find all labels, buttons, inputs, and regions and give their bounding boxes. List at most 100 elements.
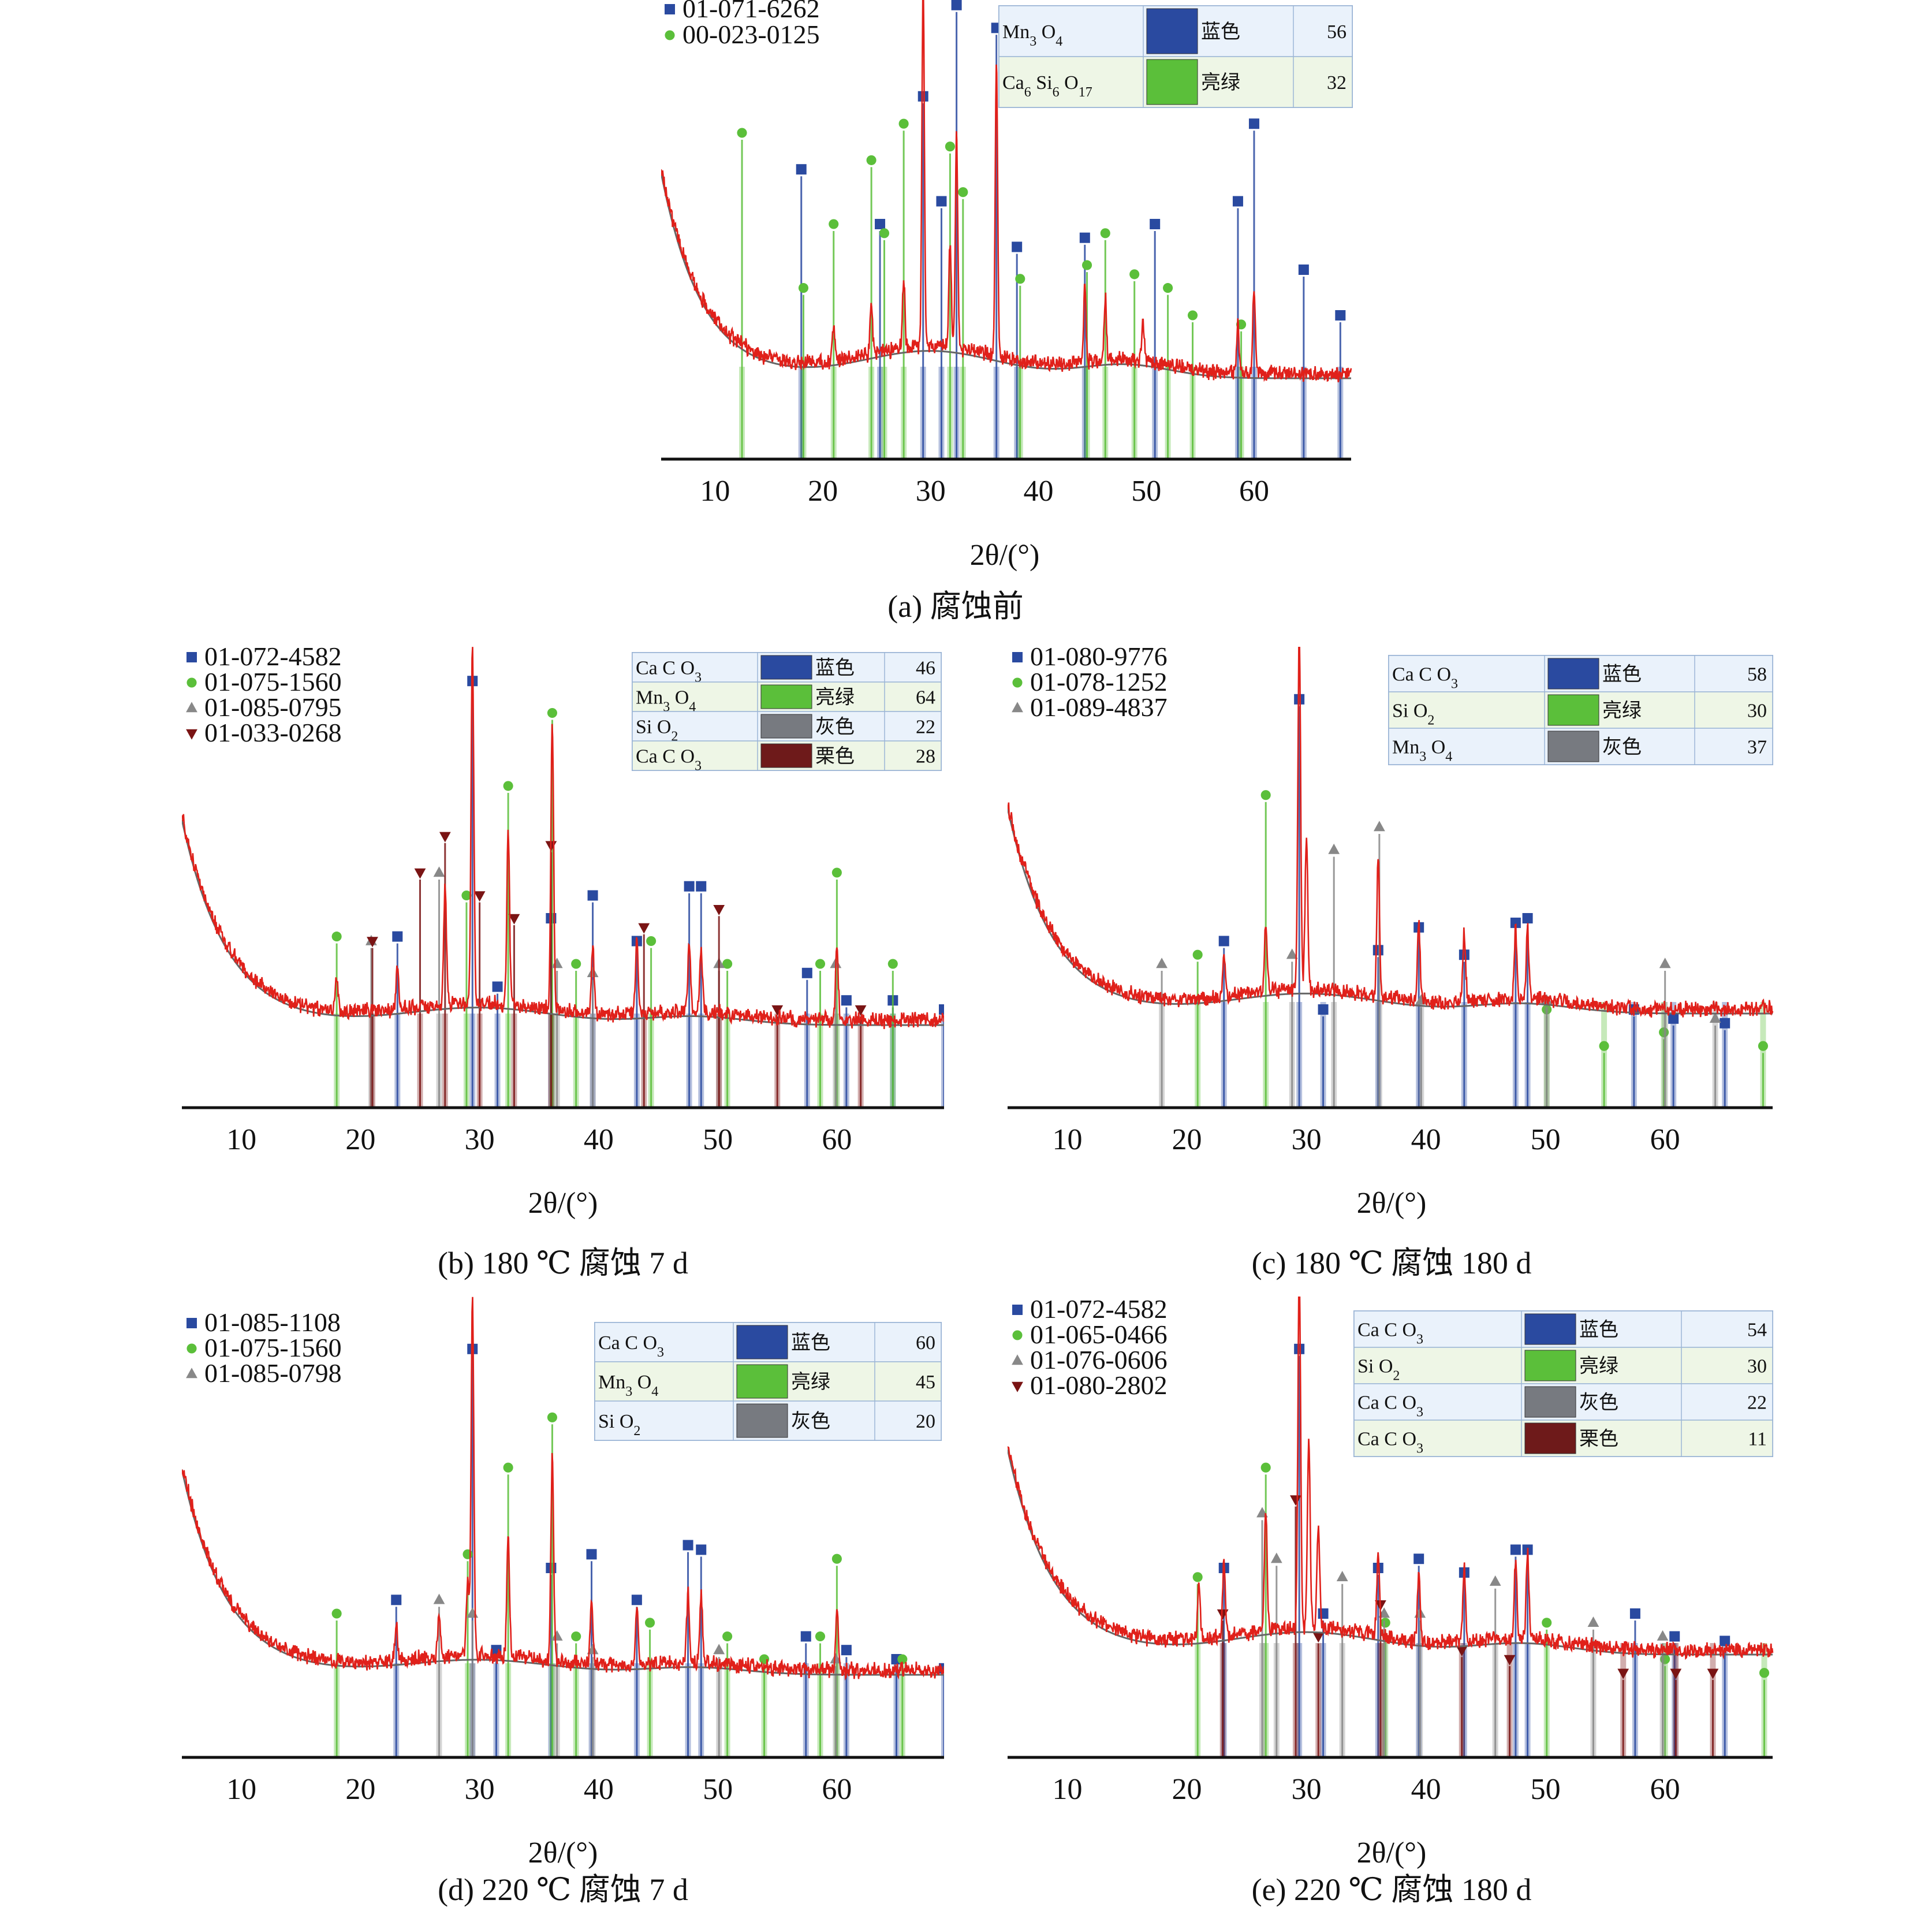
- panel-e-reference-bar: [1659, 1643, 1666, 1757]
- panel-c-legend-marker: [1012, 702, 1023, 713]
- panel-d-reference-bar: [803, 1663, 809, 1757]
- panel-b: 10 20 30 40 50 60 2θ/(°) (b) 180 ℃ 腐蚀 7 d 01-…: [182, 642, 944, 1280]
- panel-a-peak-marker: [1100, 228, 1110, 239]
- panel-d-reference-bar: [893, 1663, 900, 1757]
- panel-b-peak-marker: [831, 867, 842, 878]
- panel-a-x-ticks: 10 20 30 40 50 60: [700, 475, 1269, 508]
- panel-a-peak-marker: [1298, 265, 1309, 275]
- panel-c-x-label: 2θ/(°): [1357, 1187, 1427, 1220]
- panel-e-compound: Ca C O3: [1357, 1392, 1423, 1420]
- panel-c-reference-bar: [1631, 1002, 1637, 1108]
- panel-e-reference-bar: [1543, 1643, 1550, 1757]
- panel-d-tick-label: 10: [226, 1773, 256, 1806]
- panel-b-x-ticks: 10 20 30 40 50 60: [226, 1123, 852, 1156]
- panel-d-tick-label: 20: [345, 1773, 375, 1806]
- panel-a-compound: Ca6 Si6 O17: [1002, 72, 1092, 100]
- panel-e-reference-bar: [1632, 1643, 1638, 1757]
- panel-b-peak-marker: [571, 959, 581, 969]
- panel-a-peak-marker: [945, 141, 955, 152]
- panel-a-peak-marker: [936, 196, 947, 207]
- panel-e-peak-marker: [1510, 1544, 1521, 1555]
- panel-a-reference-bar: [830, 367, 837, 459]
- panel-a-x-label: 2θ/(°): [970, 539, 1040, 572]
- panel-c-caption: (c) 180 ℃ 腐蚀 180 d: [1252, 1246, 1532, 1280]
- panel-d-color-swatch: [736, 1403, 788, 1438]
- panel-a-peak-marker: [1081, 260, 1092, 270]
- panel-e-reference-bar: [1221, 1643, 1227, 1757]
- panel-e-x-label: 2θ/(°): [1357, 1837, 1427, 1869]
- panel-e-peak-marker: [1413, 1554, 1424, 1564]
- panel-b-peak-marker: [551, 958, 563, 968]
- panel-e-score: 30: [1747, 1356, 1767, 1377]
- panel-c-background-fit: [1008, 808, 1773, 1015]
- panel-a-reference-bar: [1014, 367, 1020, 459]
- panel-b-color-name: 灰色: [815, 716, 855, 738]
- panel-b-reference-bar: [774, 1014, 781, 1108]
- panel-b-reference-bar: [686, 1014, 692, 1108]
- panel-c-xrd-trace: [1008, 647, 1774, 1018]
- panel-a-reference-bar: [938, 367, 945, 459]
- panel-a-reference-bar: [901, 367, 907, 459]
- panel-b-peak-marker: [684, 881, 695, 892]
- panel-d-peak-marker: [433, 1593, 445, 1604]
- panel-e-reference-bar: [1263, 1643, 1269, 1757]
- panel-d-reference-bar: [899, 1663, 905, 1757]
- panel-a-reference-bar: [1152, 367, 1158, 459]
- panel-a-reference-bar: [1102, 367, 1109, 459]
- panel-c-peak-marker: [1260, 790, 1271, 800]
- panel-e-reference-bar: [1710, 1643, 1716, 1757]
- panel-a-reference-bar: [1017, 367, 1023, 459]
- panel-d-tick-label: 60: [822, 1773, 852, 1806]
- panel-b-peak-marker: [713, 905, 725, 915]
- panel-e-legend-marker: [1012, 1354, 1023, 1365]
- panel-b-peak-marker: [587, 967, 599, 977]
- panel-d-peak-marker: [841, 1645, 852, 1656]
- panel-b-tick-label: 60: [822, 1123, 852, 1156]
- panel-b-peak-marker: [801, 967, 812, 978]
- panel-e-legend-marker: [1012, 1305, 1023, 1315]
- panel-d-peak-marker: [815, 1631, 826, 1642]
- panel-c-peak-marker: [1459, 949, 1469, 960]
- panel-c-reference-bar: [1461, 1002, 1467, 1108]
- panel-d-score: 45: [916, 1372, 935, 1393]
- panel-e-reference-bar: [1219, 1643, 1226, 1757]
- panel-e-reference-bar: [1320, 1643, 1326, 1757]
- panel-b-peak-marker: [887, 959, 898, 969]
- panel-b-reference-bar: [724, 1014, 730, 1108]
- panel-e-compound: Ca C O3: [1357, 1320, 1423, 1347]
- panel-b-peak-marker: [815, 959, 826, 969]
- panel-c-tick-label: 20: [1172, 1123, 1202, 1156]
- panel-a-peak-marker: [1187, 310, 1198, 321]
- panel-b-reference-bar: [368, 1014, 374, 1108]
- panel-b-legend-label: 01-072-4582: [204, 642, 342, 671]
- panel-e-score: 22: [1747, 1392, 1767, 1414]
- panel-d-color-swatch: [736, 1325, 788, 1359]
- panel-d-reference-bar: [554, 1663, 560, 1757]
- panel-e-reference-bar: [1461, 1643, 1467, 1757]
- panel-a-peak-marker: [1079, 232, 1090, 243]
- panel-c-reference-bar: [1289, 1002, 1295, 1108]
- panel-a-peak-marker: [958, 187, 968, 198]
- panel-a-legend-marker: [665, 4, 675, 14]
- panel-a: 10 20 30 40 50 60 2θ/(°) (a) 腐蚀前 01-071-62620…: [661, 0, 1353, 624]
- panel-e-reference-bar: [1273, 1643, 1280, 1757]
- panel-e-color-swatch: [1524, 1386, 1576, 1418]
- panel-d-compound: Si O2: [598, 1411, 640, 1439]
- panel-d-reference-bar: [573, 1663, 579, 1757]
- panel-a-reference-bar: [877, 367, 883, 459]
- panel-a-reference-bar: [953, 367, 960, 459]
- panel-d-peak-marker: [722, 1631, 733, 1642]
- panel-a-peak-marker: [951, 0, 962, 10]
- panel-a-peak-marker: [1163, 283, 1173, 293]
- panel-b-color-swatch: [760, 655, 812, 680]
- panel-a-score: 56: [1327, 21, 1347, 43]
- panel-e-peak-marker: [1504, 1655, 1516, 1666]
- panel-e-peak-marker: [1372, 1563, 1383, 1573]
- panel-a-table: Mn3 O4 蓝色 56 Ca6 Si6 O17 亮绿 32: [998, 5, 1353, 108]
- panel-a-compound: Mn3 O4: [1002, 21, 1062, 49]
- panel-e-peak-marker: [1318, 1608, 1329, 1619]
- panel-b-color-swatch: [760, 743, 812, 768]
- panel-e-tick-label: 50: [1531, 1773, 1561, 1806]
